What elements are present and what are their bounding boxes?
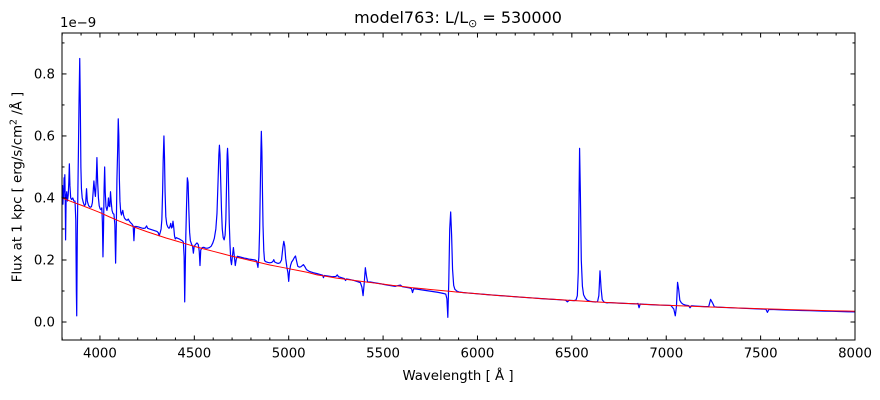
y-tick-label-0.0: 0.0 bbox=[34, 316, 55, 331]
y-axis-offset-label: 1e−9 bbox=[60, 16, 97, 31]
x-tick-label-5000: 5000 bbox=[272, 347, 306, 362]
x-tick-label-7500: 7500 bbox=[744, 347, 778, 362]
plot-title: model763: L/L⊙ = 530000 bbox=[354, 8, 562, 30]
plot-title-text: model763: L/L bbox=[354, 8, 469, 27]
y-tick-label-0.2: 0.2 bbox=[34, 253, 55, 268]
x-tick-label-5500: 5500 bbox=[366, 347, 400, 362]
x-tick-label-6500: 6500 bbox=[555, 347, 589, 362]
x-tick-label-4000: 4000 bbox=[83, 347, 117, 362]
x-tick-label-4500: 4500 bbox=[177, 347, 211, 362]
plot-frame bbox=[61, 32, 856, 341]
y-tick-label-0.4: 0.4 bbox=[34, 191, 55, 206]
x-tick-label-8000: 8000 bbox=[838, 347, 872, 362]
model-spectrum-line bbox=[61, 57, 856, 318]
plot-title-value: = 530000 bbox=[477, 8, 562, 27]
y-axis-label-units: /Å ] bbox=[10, 91, 26, 120]
y-axis-label: Flux at 1 kpc [ erg/s/cm2 /Å ] bbox=[8, 92, 25, 282]
x-tick-label-7000: 7000 bbox=[649, 347, 683, 362]
y-tick-label-0.6: 0.6 bbox=[34, 129, 55, 144]
x-axis-label: Wavelength [ Å ] bbox=[402, 369, 514, 384]
superscript-2: 2 bbox=[8, 119, 20, 125]
y-axis-label-text: Flux at 1 kpc [ erg/s/cm bbox=[10, 124, 26, 283]
x-tick-label-6000: 6000 bbox=[461, 347, 495, 362]
continuum-fit-line bbox=[61, 197, 856, 312]
y-tick-label-0.8: 0.8 bbox=[34, 67, 55, 82]
sun-symbol: ⊙ bbox=[468, 17, 478, 31]
